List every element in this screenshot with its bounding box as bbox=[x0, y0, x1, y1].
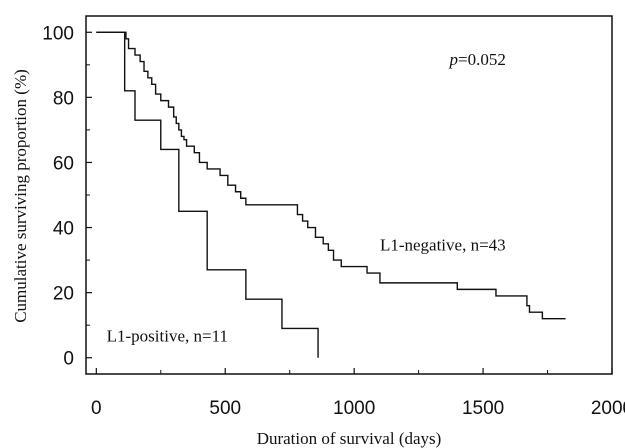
x-tick-label: 2000 bbox=[591, 398, 625, 419]
p-value-number: =0.052 bbox=[458, 50, 506, 69]
series-layer bbox=[96, 31, 566, 358]
annotation-l1-negative: L1-negative, n=43 bbox=[380, 235, 506, 254]
x-tick-label: 1000 bbox=[333, 398, 375, 419]
plot-frame bbox=[85, 15, 613, 375]
series-line-l1-positive bbox=[96, 31, 319, 358]
annotation-l1-positive: L1-positive, n=11 bbox=[107, 326, 228, 345]
y-axis: 0 20 40 60 80 100 bbox=[42, 23, 92, 370]
y-tick-label: 100 bbox=[42, 23, 74, 44]
series-line-l1-negative bbox=[96, 31, 566, 320]
x-axis: 0 500 1000 1500 2000 bbox=[91, 368, 625, 419]
x-tick-label: 500 bbox=[209, 398, 241, 419]
annotation-p-value: p=0.052 bbox=[449, 50, 506, 69]
y-axis-title: Cumulative surviving proportion (%) bbox=[11, 69, 30, 323]
x-tick-label: 1500 bbox=[462, 398, 504, 419]
y-tick-label: 20 bbox=[53, 284, 74, 305]
y-tick-label: 60 bbox=[53, 153, 74, 174]
y-tick-label: 80 bbox=[53, 88, 74, 109]
x-tick-label: 0 bbox=[91, 398, 102, 419]
x-axis-title: Duration of survival (days) bbox=[257, 429, 442, 448]
y-tick-label: 40 bbox=[53, 219, 74, 240]
y-tick-label: 0 bbox=[63, 349, 74, 370]
p-value-symbol: p bbox=[449, 50, 459, 69]
